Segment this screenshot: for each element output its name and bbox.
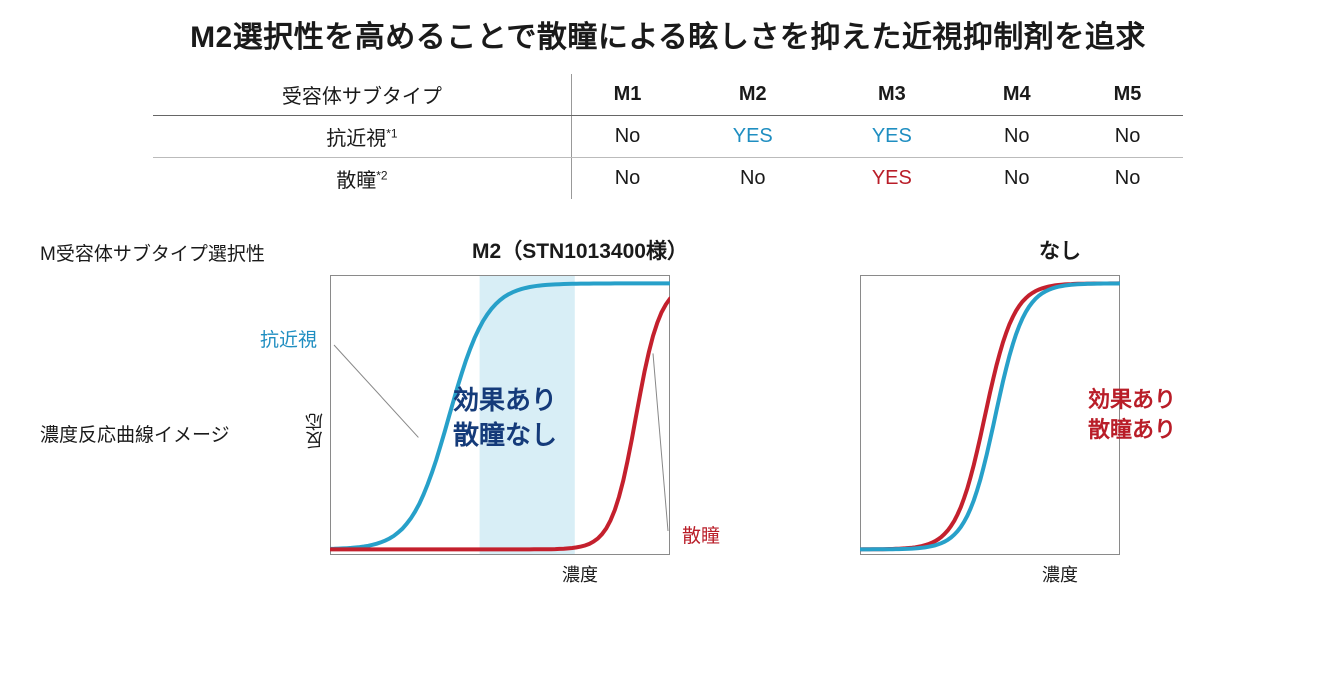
chart-right: 濃度 効果あり散瞳あり xyxy=(860,275,1260,587)
box-text-line: 散瞳なし xyxy=(453,418,557,453)
box-text-line: 効果あり xyxy=(1088,385,1176,415)
col-M1: M1 xyxy=(571,74,683,116)
leader-line-red xyxy=(653,353,668,531)
chart-right-title: なし xyxy=(860,235,1260,265)
leader-line-blue xyxy=(334,345,418,437)
row-sup: *2 xyxy=(376,168,387,182)
chart-left-title: M2（STN1013400様） xyxy=(330,235,830,265)
curve-抗近視 xyxy=(860,283,1120,549)
table-cell: No xyxy=(1072,116,1183,158)
y-axis-label: 反応 xyxy=(302,413,328,449)
row-sup: *1 xyxy=(386,126,397,140)
col-M2: M2 xyxy=(683,74,822,116)
table-cell: No xyxy=(683,158,822,200)
row-label: 抗近視*1 xyxy=(153,116,571,158)
x-axis-label-right: 濃度 xyxy=(860,561,1260,587)
table-row: 抗近視*1NoYESYESNoNo xyxy=(153,116,1183,158)
table-cell: No xyxy=(961,158,1072,200)
table-corner: 受容体サブタイプ xyxy=(153,74,571,116)
box-text: 効果あり散瞳あり xyxy=(1088,385,1176,444)
table-cell: No xyxy=(571,158,683,200)
table-cell: No xyxy=(961,116,1072,158)
col-M4: M4 xyxy=(961,74,1072,116)
table-row: 散瞳*2NoNoYESNoNo xyxy=(153,158,1183,200)
callout-blue: 抗近視 xyxy=(260,325,317,352)
x-axis-label-left: 濃度 xyxy=(330,561,830,587)
box-text: 効果あり散瞳なし xyxy=(453,383,557,453)
row-label-curve: 濃度反応曲線イメージ xyxy=(40,416,300,447)
table-header-row: 受容体サブタイプ M1 M2 M3 M4 M5 xyxy=(153,74,1183,116)
chart-right-svg xyxy=(860,275,1120,555)
row-label: 散瞳*2 xyxy=(153,158,571,200)
receptor-table: 受容体サブタイプ M1 M2 M3 M4 M5 抗近視*1NoYESYESNoN… xyxy=(153,74,1183,199)
table-cell: YES xyxy=(822,158,961,200)
table-cell: YES xyxy=(683,116,822,158)
row-label-selectivity: M受容体サブタイプ選択性 xyxy=(40,235,300,266)
table-cell: YES xyxy=(822,116,961,158)
table-cell: No xyxy=(571,116,683,158)
col-M5: M5 xyxy=(1072,74,1183,116)
plot-border xyxy=(861,276,1120,555)
box-text-line: 散瞳あり xyxy=(1088,415,1176,445)
page-title: M2選択性を高めることで散瞳による眩しさを抑えた近視抑制剤を追求 xyxy=(40,12,1296,56)
box-text-line: 効果あり xyxy=(453,383,557,418)
callout-red: 散瞳 xyxy=(682,521,720,548)
chart-left: 反応 濃度 抗近視散瞳効果あり散瞳なし xyxy=(330,275,830,587)
table-cell: No xyxy=(1072,158,1183,200)
col-M3: M3 xyxy=(822,74,961,116)
curve-散瞳 xyxy=(860,283,1120,549)
